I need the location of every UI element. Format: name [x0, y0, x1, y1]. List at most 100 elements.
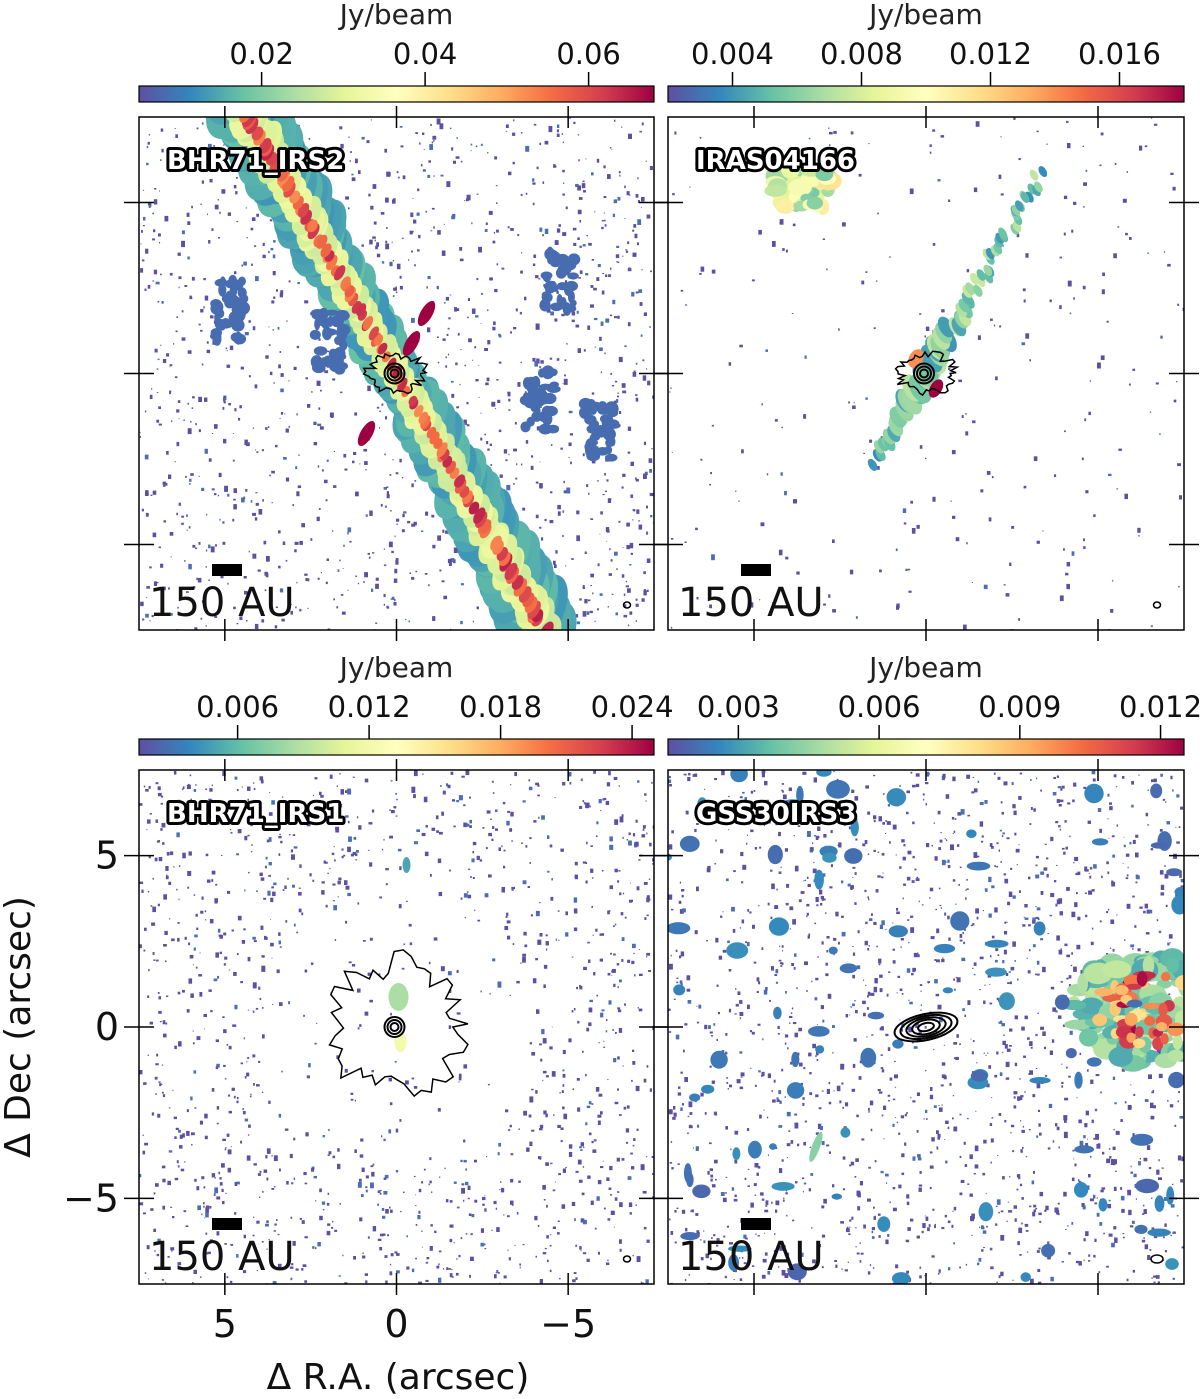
noise-pixel	[895, 1117, 897, 1118]
emission-map	[139, 770, 654, 1284]
noise-pixel	[1123, 844, 1126, 848]
noise-pixel	[329, 412, 334, 418]
noise-pixel	[1065, 1229, 1067, 1230]
noise-pixel	[681, 1209, 686, 1214]
noise-pixel	[668, 844, 673, 850]
noise-pixel	[250, 227, 254, 231]
noise-pixel	[513, 327, 517, 330]
contour-level	[383, 1016, 406, 1038]
noise-pixel	[1035, 906, 1037, 908]
noise-pixel	[713, 1023, 716, 1026]
noise-pixel	[298, 454, 300, 456]
noise-pixel	[750, 829, 754, 833]
noise-pixel	[895, 548, 898, 552]
noise-pixel	[599, 336, 602, 341]
contour-level	[919, 368, 929, 379]
noise-pixel	[400, 145, 404, 148]
noise-pixel	[600, 809, 602, 812]
noise-pixel	[525, 192, 528, 195]
noise-pixel	[1115, 1170, 1117, 1172]
noise-pixel	[437, 336, 439, 338]
noise-pixel	[290, 1277, 293, 1281]
noise-pixel	[604, 352, 606, 355]
noise-pixel	[1009, 562, 1012, 566]
noise-pixel	[176, 832, 180, 838]
noise-pixel	[754, 1163, 759, 1168]
noise-pixel	[1019, 1096, 1023, 1100]
noise-pixel	[202, 1202, 205, 1205]
noise-pixel	[1133, 1173, 1137, 1178]
noise-pixel	[208, 579, 210, 581]
noise-pixel	[669, 784, 672, 787]
noise-pixel	[458, 1076, 462, 1081]
noise-pixel	[640, 1281, 643, 1284]
noise-pixel	[961, 957, 966, 962]
noise-pixel	[1113, 774, 1117, 778]
noise-pixel	[552, 1226, 556, 1229]
noise-pixel	[415, 1205, 417, 1207]
noise-pixel	[807, 831, 811, 837]
noise-pixel	[922, 798, 925, 801]
noise-pixel	[583, 802, 586, 805]
noise-pixel	[557, 1124, 561, 1128]
noise-pixel	[892, 1187, 896, 1190]
noise-pixel	[807, 935, 810, 939]
noise-pixel	[292, 834, 296, 836]
noise-pixel	[157, 992, 160, 994]
noise-pixel	[409, 942, 413, 946]
noise-pixel	[341, 611, 346, 615]
noise-pixel	[157, 301, 160, 303]
noise-pixel	[714, 1159, 718, 1164]
noise-pixel	[172, 1216, 175, 1219]
noise-pixel	[304, 300, 309, 304]
noise-pixel	[947, 1267, 951, 1271]
noise-pixel	[855, 616, 858, 619]
noise-pixel	[492, 240, 496, 244]
noise-pixel	[983, 1000, 986, 1005]
noise-pixel	[264, 935, 267, 940]
noise-pixel	[228, 1045, 232, 1050]
noise-pixel	[375, 583, 379, 589]
noise-pixel	[145, 512, 149, 517]
noise-pixel	[975, 1110, 977, 1112]
noise-pixel	[646, 895, 650, 899]
noise-pixel	[669, 1218, 671, 1221]
noise-pixel	[545, 1162, 549, 1166]
noise-pixel	[254, 245, 257, 247]
noise-pixel	[749, 1030, 753, 1033]
noise-pixel	[610, 314, 613, 317]
noise-pixel	[232, 433, 235, 434]
noise-pixel	[208, 161, 211, 164]
noise-pixel	[529, 837, 532, 840]
noise-pixel	[162, 1094, 166, 1098]
noise-pixel	[916, 876, 919, 878]
noise-pixel	[181, 310, 184, 313]
noise-pixel	[186, 1130, 190, 1136]
noise-pixel	[145, 613, 149, 618]
noise-pixel	[640, 206, 642, 208]
noise-pixel	[782, 248, 785, 251]
noise-pixel	[629, 194, 631, 196]
noise-pixel	[221, 855, 223, 856]
noise-pixel	[537, 1224, 540, 1227]
noise-pixel	[1052, 1140, 1055, 1143]
noise-pixel	[877, 212, 879, 215]
noise-pixel	[277, 326, 280, 330]
noise-pixel	[1038, 1123, 1041, 1127]
noise-pixel	[762, 1258, 767, 1263]
noise-pixel	[430, 230, 433, 232]
noise-pixel	[1046, 143, 1048, 145]
noise-pixel	[509, 1124, 512, 1128]
noise-pixel	[1089, 1198, 1094, 1202]
noise-pixel	[947, 859, 950, 863]
noise-pixel	[832, 609, 836, 613]
noise-pixel	[139, 436, 142, 438]
noise-pixel	[221, 1188, 224, 1192]
noise-pixel	[544, 228, 549, 234]
noise-pixel	[279, 1168, 281, 1172]
noise-pixel	[646, 531, 649, 535]
noise-pixel	[792, 919, 796, 925]
noise-pixel	[556, 228, 561, 233]
noise-pixel	[296, 345, 300, 349]
noise-pixel	[873, 819, 876, 823]
